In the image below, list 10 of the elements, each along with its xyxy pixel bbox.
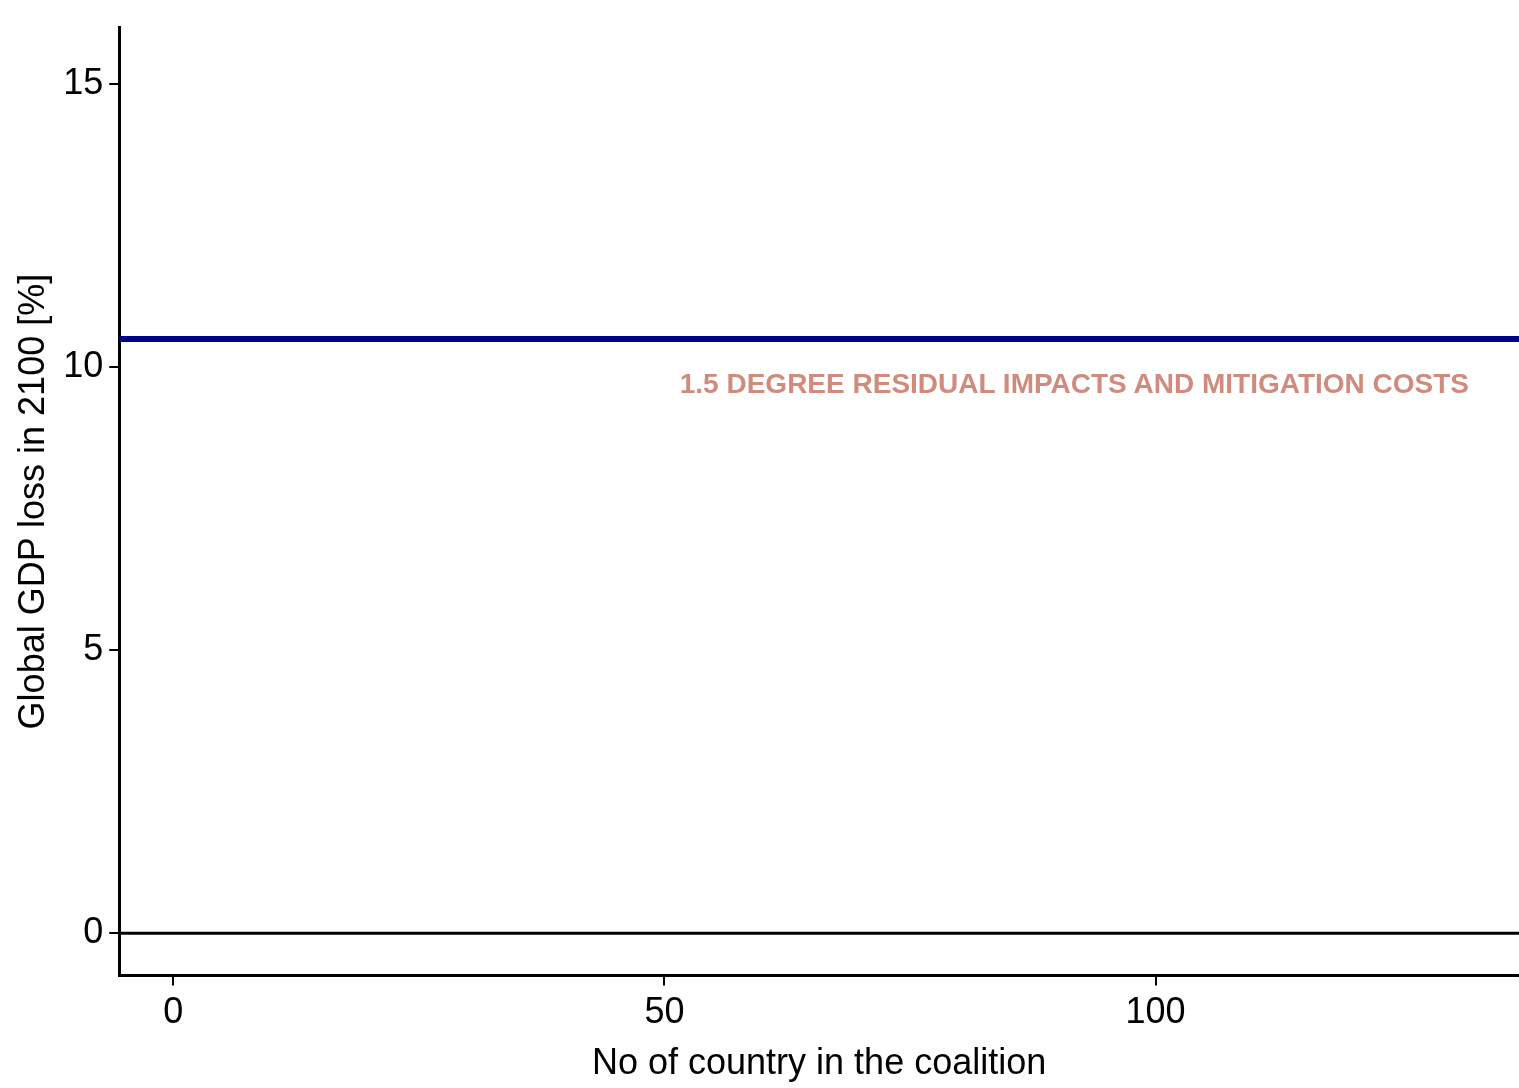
x-tick-label: 100 <box>1125 990 1186 1032</box>
y-tick-label: 15 <box>63 61 104 103</box>
x-tick-label: 0 <box>163 990 184 1032</box>
y-tick-label: 5 <box>83 627 104 669</box>
y-tick-label: 0 <box>83 910 104 952</box>
y-tick-label: 10 <box>63 344 104 386</box>
y-axis-title: Global GDP loss in 2100 [%] <box>10 273 52 730</box>
ref-line-label: 1.5 DEGREE RESIDUAL IMPACTS AND MITIGATION COSTS <box>679 367 1469 399</box>
x-tick-label: 50 <box>644 990 685 1032</box>
x-axis-title: No of country in the coalition <box>591 1041 1047 1083</box>
